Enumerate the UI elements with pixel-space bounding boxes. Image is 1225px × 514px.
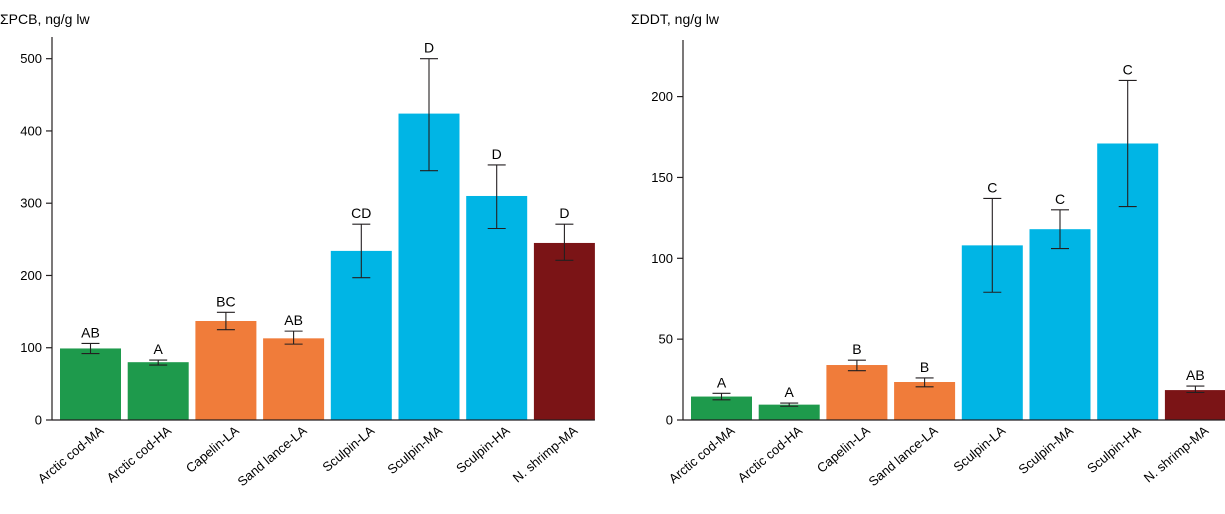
x-tick-label: Sculpin-HA (453, 423, 513, 476)
bar (826, 365, 888, 420)
x-tick-label: N. shrimp-MA (510, 423, 581, 486)
y-tick-label: 100 (651, 251, 673, 266)
significance-label: C (1055, 191, 1065, 207)
y-tick-label: 200 (20, 268, 42, 283)
y-tick-label: 400 (20, 123, 42, 138)
x-tick-label: Sand lance-LA (866, 423, 941, 490)
significance-label: AB (81, 324, 100, 340)
y-tick-label: 300 (20, 196, 42, 211)
y-tick-label: 0 (666, 413, 673, 428)
bar (533, 242, 595, 420)
bar (466, 195, 528, 420)
bar (195, 320, 257, 420)
bar (758, 404, 820, 420)
y-axis-title: ΣPCB, ng/g lw (0, 11, 90, 27)
y-tick-label: 50 (659, 332, 673, 347)
significance-label: D (559, 205, 569, 221)
x-tick-label: Arctic cod-HA (104, 423, 175, 486)
significance-label: B (852, 341, 861, 357)
bar (1029, 229, 1091, 420)
bar (1164, 390, 1225, 420)
significance-label: D (492, 146, 502, 162)
significance-label: C (1123, 61, 1133, 77)
chart-panel-pcb: ΣPCB, ng/g lw 0 100 200 300 400 500 AB Arctic c… (0, 11, 595, 489)
x-tick-label: Sculpin-MA (1015, 423, 1076, 477)
bar (60, 348, 121, 420)
significance-label: AB (1186, 367, 1205, 383)
significance-label: A (717, 374, 727, 390)
bar (263, 338, 325, 420)
significance-label: D (424, 40, 434, 56)
y-tick-label: 100 (20, 340, 42, 355)
chart-panel-ddt: ΣDDT, ng/g lw 0 50 100 150 200 A Arctic cod-MA… (631, 11, 1225, 489)
y-tick-label: 200 (651, 89, 673, 104)
y-tick-label: 0 (35, 413, 42, 428)
y-tick-label: 500 (20, 51, 42, 66)
x-tick-label: Arctic cod-HA (735, 423, 806, 486)
significance-label: BC (216, 293, 235, 309)
x-tick-label: Capelin-LA (814, 423, 873, 476)
x-tick-label: N. shrimp-MA (1141, 423, 1212, 486)
significance-label: A (785, 384, 795, 400)
significance-label: B (920, 359, 929, 375)
y-axis-title: ΣDDT, ng/g lw (631, 11, 720, 27)
bar (691, 396, 752, 420)
x-tick-label: Sculpin-LA (319, 423, 377, 475)
x-tick-label: Arctic cod-MA (666, 423, 738, 487)
significance-label: A (154, 341, 164, 357)
x-tick-label: Sand lance-LA (235, 423, 310, 490)
x-tick-label: Sculpin-HA (1084, 423, 1144, 476)
x-tick-label: Sculpin-MA (384, 423, 445, 477)
bar (127, 362, 189, 420)
significance-label: C (987, 179, 997, 195)
x-tick-label: Capelin-LA (183, 423, 242, 476)
bar (330, 250, 392, 420)
significance-label: AB (284, 312, 303, 328)
x-tick-label: Arctic cod-MA (35, 423, 107, 487)
y-tick-label: 150 (651, 170, 673, 185)
bar (894, 382, 956, 420)
x-tick-label: Sculpin-LA (950, 423, 1008, 475)
significance-label: CD (351, 205, 371, 221)
